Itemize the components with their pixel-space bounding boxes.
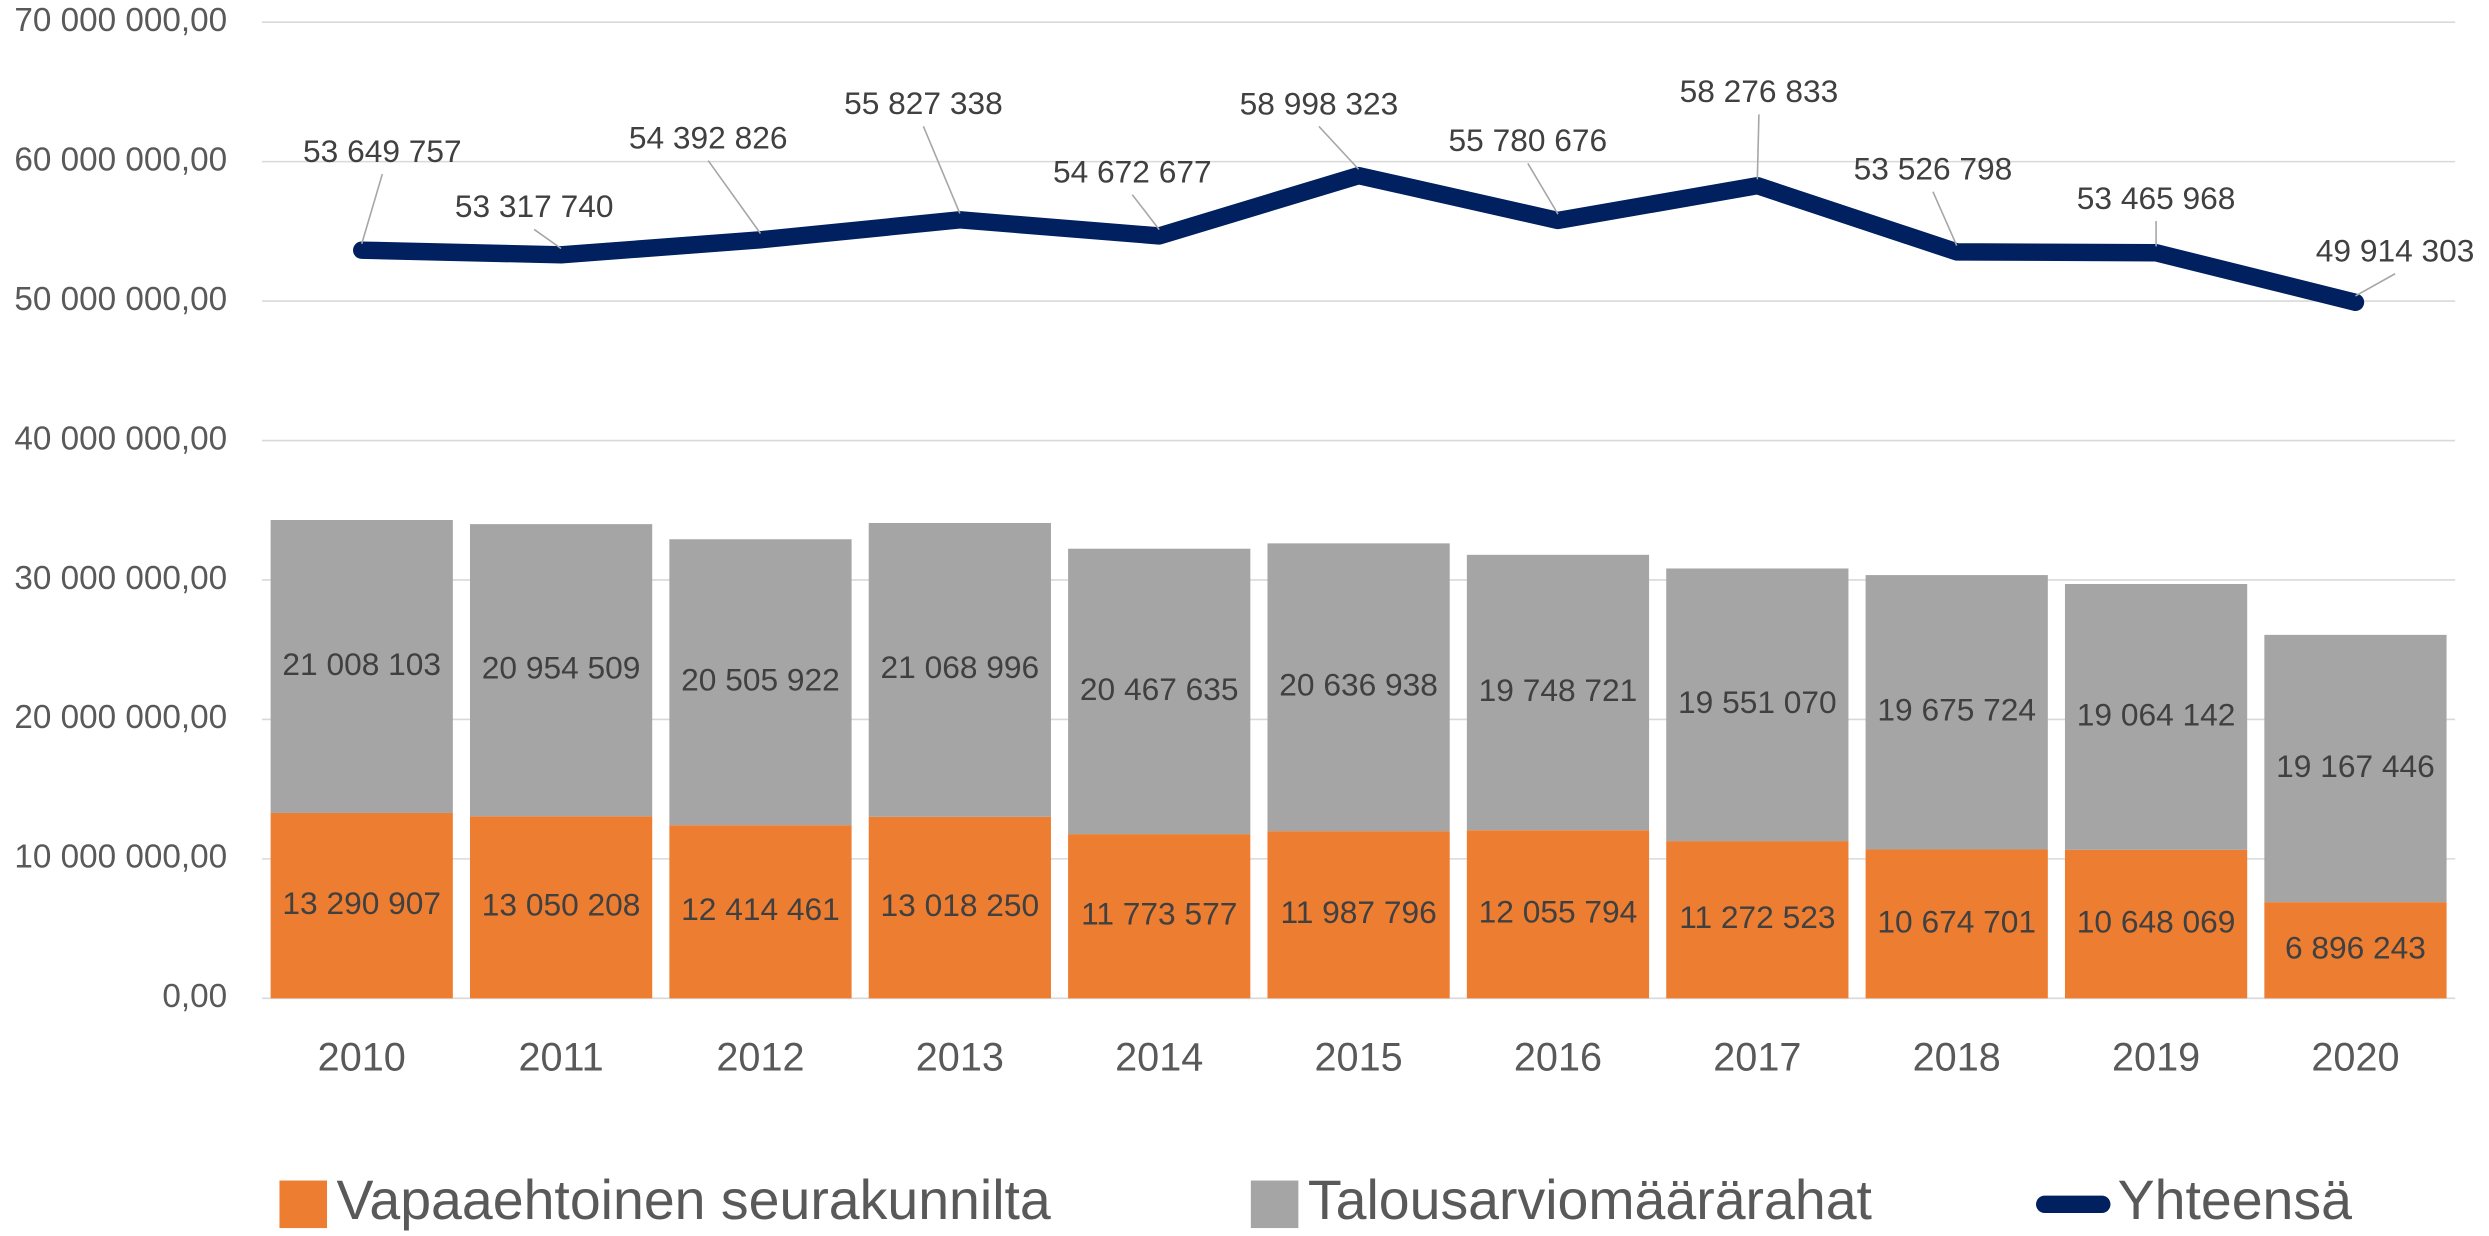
bar-segment <box>868 522 1051 817</box>
bar-value-label: 21 008 103 <box>282 646 441 682</box>
bar-segment <box>469 816 653 999</box>
line-value-label: 53 317 740 <box>455 188 614 224</box>
x-tick-label: 2010 <box>318 1036 406 1080</box>
bar-value-label: 13 050 208 <box>482 887 641 923</box>
y-tick-label: 60 000 000,00 <box>14 141 227 178</box>
x-tick-label: 2020 <box>2311 1036 2399 1080</box>
bar-value-label: 19 064 142 <box>2077 696 2236 732</box>
bar-segment <box>2264 902 2447 999</box>
bar-segment <box>1267 543 1450 832</box>
x-tick-label: 2017 <box>1713 1036 1801 1080</box>
bar-segment <box>2264 634 2447 903</box>
line-value-label: 58 998 323 <box>1240 85 1399 121</box>
line-value-label: 53 649 757 <box>303 133 462 169</box>
bar-value-label: 6 896 243 <box>2285 930 2426 966</box>
bar-value-label: 19 167 446 <box>2276 748 2435 784</box>
bar-segment <box>270 812 453 999</box>
line-value-label: 55 780 676 <box>1449 122 1608 158</box>
bar-value-label: 20 636 938 <box>1279 667 1438 703</box>
bar-segment <box>1666 568 1849 842</box>
line-value-label: 55 827 338 <box>844 85 1003 121</box>
bar-segment <box>2064 849 2248 999</box>
x-tick-label: 2014 <box>1115 1036 1203 1080</box>
bar-value-label: 11 987 796 <box>1280 894 1436 930</box>
bar-value-label: 10 674 701 <box>1877 903 2036 939</box>
bar-segment <box>669 825 852 999</box>
bar-segment <box>1865 849 2048 999</box>
bar-value-label: 10 648 069 <box>2077 903 2236 939</box>
line-value-label: 49 914 303 <box>2316 233 2475 269</box>
y-tick-label: 10 000 000,00 <box>14 839 227 876</box>
legend-label: Talousarviomäärärahat <box>1308 1169 1872 1231</box>
y-tick-label: 30 000 000,00 <box>14 560 227 597</box>
x-tick-label: 2015 <box>1315 1036 1403 1080</box>
bar-value-label: 19 748 721 <box>1479 672 1638 708</box>
leader-line <box>533 228 562 250</box>
x-tick-label: 2012 <box>716 1036 804 1080</box>
bar-value-label: 13 018 250 <box>881 887 1040 923</box>
x-tick-label: 2013 <box>916 1036 1004 1080</box>
leader-line <box>1932 191 1958 246</box>
legend-swatch <box>1250 1180 1299 1229</box>
bar-segment <box>270 520 453 813</box>
legend-label: Yhteensä <box>2118 1169 2352 1231</box>
legend-swatch <box>279 1180 328 1229</box>
bar-value-label: 11 773 577 <box>1081 896 1237 932</box>
line <box>353 166 2365 311</box>
bar-segment <box>1865 575 2048 850</box>
leader-line <box>1131 194 1160 231</box>
y-tick-label: 40 000 000,00 <box>14 420 227 457</box>
bar-value-label: 19 675 724 <box>1877 692 2036 728</box>
bar-segment <box>1666 841 1849 999</box>
bar-value-label: 20 467 635 <box>1080 671 1239 707</box>
y-tick-label: 0,00 <box>162 978 227 1015</box>
leader-line <box>2355 273 2396 297</box>
y-tick-label: 50 000 000,00 <box>14 281 227 318</box>
bar-segment <box>2064 583 2248 850</box>
leader-line <box>1318 125 1360 170</box>
leader-line <box>360 173 384 245</box>
bar-value-label: 12 414 461 <box>681 891 840 927</box>
x-tick-label: 2019 <box>2112 1036 2200 1080</box>
y-tick-label: 70 000 000,00 <box>14 2 227 39</box>
leader-line <box>707 160 762 234</box>
line-value-label: 53 526 798 <box>1854 150 2013 186</box>
bar-segment <box>469 524 653 817</box>
line-value-label: 54 392 826 <box>629 119 788 155</box>
y-tick-label: 20 000 000,00 <box>14 699 227 736</box>
bar-segment <box>868 816 1051 999</box>
bar-value-label: 20 505 922 <box>681 662 840 698</box>
bar-segment <box>1068 548 1251 835</box>
line-value-label: 54 672 677 <box>1053 153 1212 189</box>
leader-line <box>922 126 961 214</box>
x-tick-label: 2016 <box>1514 1036 1602 1080</box>
leader-line <box>1527 163 1559 215</box>
bar-segment <box>669 539 852 826</box>
bar-value-label: 21 068 996 <box>881 649 1040 685</box>
x-tick-label: 2018 <box>1913 1036 2001 1080</box>
line-value-label: 53 465 968 <box>2077 180 2236 216</box>
bar-value-label: 11 272 523 <box>1679 899 1835 935</box>
bar-value-label: 12 055 794 <box>1479 894 1638 930</box>
legend-label: Vapaaehtoinen seurakunnilta <box>337 1169 1051 1231</box>
bar-value-label: 20 954 509 <box>482 650 641 686</box>
bar-segment <box>1068 834 1251 999</box>
line-value-label: 58 276 833 <box>1680 73 1839 109</box>
bar-segment <box>1466 554 1650 831</box>
bar-value-label: 19 551 070 <box>1678 684 1837 720</box>
leader-line <box>1756 114 1760 180</box>
bar-value-label: 13 290 907 <box>282 885 441 921</box>
bar-segment <box>1267 831 1450 999</box>
bar-segment <box>1466 830 1650 999</box>
x-tick-label: 2011 <box>519 1036 604 1080</box>
